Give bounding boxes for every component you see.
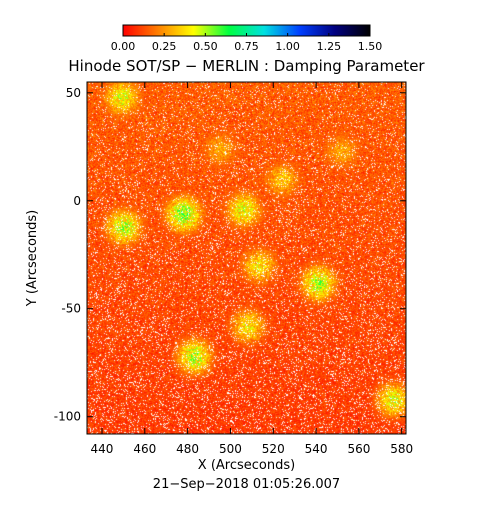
y-axis: 50 0 -50 -100 <box>54 86 406 424</box>
colorbar-tick-label: 0.25 <box>152 40 177 53</box>
y-tick-label: -100 <box>54 410 81 424</box>
x-tick-label: 460 <box>133 442 156 456</box>
colorbar-tick-label: 0.75 <box>234 40 259 53</box>
x-axis: 440 460 480 500 520 540 560 580 <box>91 82 413 456</box>
x-tick-label: 480 <box>176 442 199 456</box>
y-tick-label: 0 <box>73 194 81 208</box>
x-tick-label: 540 <box>305 442 328 456</box>
y-tick-label: -50 <box>61 302 81 316</box>
y-tick-label: 50 <box>66 86 81 100</box>
colorbar-gradient <box>123 25 370 36</box>
colorbar-tick-label: 1.00 <box>275 40 300 53</box>
colorbar-tick-label: 1.50 <box>358 40 383 53</box>
x-tick-label: 440 <box>91 442 114 456</box>
plot-frame <box>86 81 407 435</box>
x-tick-label: 500 <box>219 442 242 456</box>
x-tick-label: 580 <box>390 442 413 456</box>
x-tick-label: 560 <box>347 442 370 456</box>
colorbar-ticks: 0.00 0.25 0.50 0.75 1.00 1.25 1.50 <box>111 33 383 53</box>
plot-area: 440 460 480 500 520 540 560 580 500-50-100 <box>54 81 413 456</box>
colorbar-tick-label: 1.25 <box>317 40 342 53</box>
chart-title: Hinode SOT/SP − MERLIN : Damping Paramet… <box>68 57 425 75</box>
timestamp: 21−Sep−2018 01:05:26.007 <box>153 477 340 492</box>
colorbar: 0.00 0.25 0.50 0.75 1.00 1.25 1.50 <box>111 24 383 53</box>
colorbar-tick-label: 0.50 <box>193 40 218 53</box>
heatmap-image <box>87 82 406 434</box>
colorbar-tick-label: 0.00 <box>111 40 136 53</box>
x-axis-label: X (Arcseconds) <box>198 458 295 473</box>
x-tick-label: 520 <box>262 442 285 456</box>
y-axis-label: Y (Arcseconds) <box>25 210 40 307</box>
